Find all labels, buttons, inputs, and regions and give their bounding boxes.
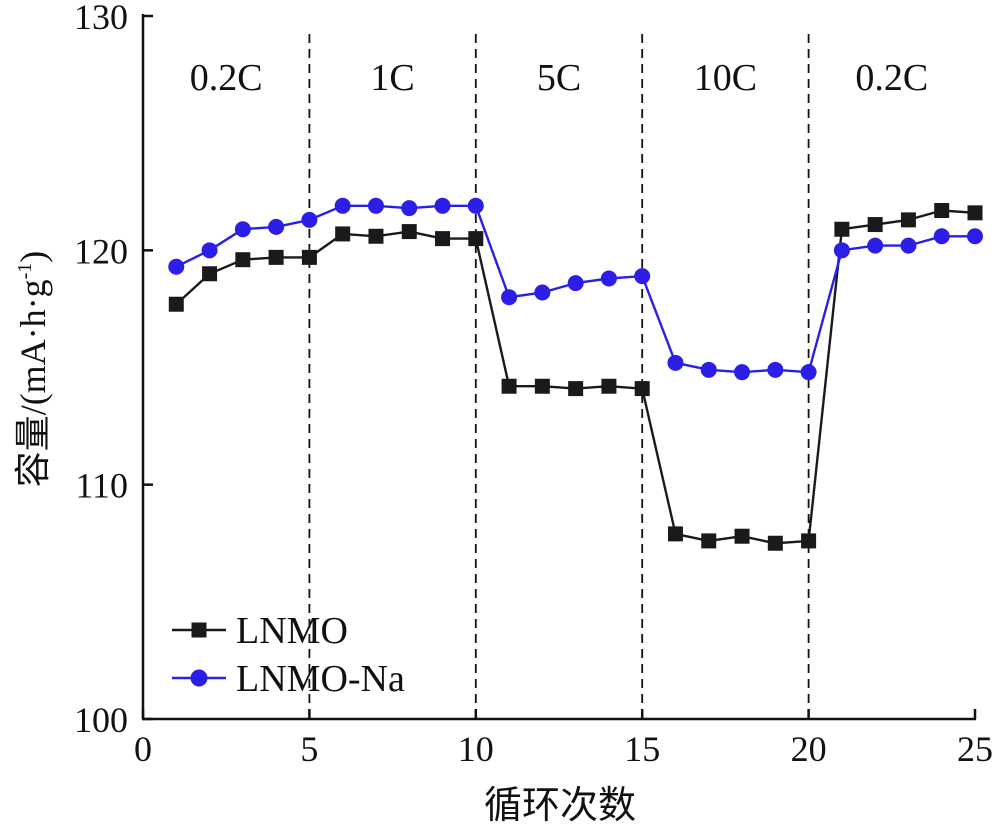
rate-label-1: 0.2C xyxy=(190,57,263,99)
data-point-lnmo-na xyxy=(268,218,285,235)
x-axis-label: 循环次数 xyxy=(484,785,636,827)
data-point-lnmo xyxy=(867,217,883,233)
data-point-lnmo-na xyxy=(301,211,318,228)
data-point-lnmo xyxy=(801,533,817,549)
data-point-lnmo-na xyxy=(534,284,551,301)
data-point-lnmo-na xyxy=(734,364,751,381)
legend: LNMO LNMO-Na xyxy=(172,610,405,700)
legend-marker xyxy=(190,669,208,687)
data-point-lnmo-na xyxy=(501,289,518,306)
data-point-lnmo xyxy=(667,526,683,542)
y-axis-label-main: 容量/(mA·h·g xyxy=(13,279,53,487)
data-point-lnmo xyxy=(601,378,617,394)
data-point-lnmo-na xyxy=(800,364,817,381)
series-lnmo-na xyxy=(168,197,983,381)
data-point-lnmo xyxy=(634,381,650,397)
rate-label-5: 0.2C xyxy=(855,57,928,99)
y-axis-label-sup: -1 xyxy=(14,263,36,280)
y-axis-label-close: ) xyxy=(13,251,53,263)
data-point-lnmo xyxy=(301,249,317,265)
data-point-lnmo xyxy=(734,528,750,544)
rate-label-3: 5C xyxy=(537,57,581,99)
series-layer xyxy=(168,197,983,551)
y-axis-label-group: 容量/(mA·h·g-1) xyxy=(13,251,53,488)
data-point-lnmo-na xyxy=(900,237,917,254)
data-point-lnmo xyxy=(368,228,384,244)
data-point-lnmo xyxy=(468,231,484,247)
data-point-lnmo xyxy=(435,231,451,247)
y-ticks: 100 110 120 130 xyxy=(74,0,153,740)
rate-region-labels: 0.2C 1C 5C 10C 0.2C xyxy=(190,57,928,99)
x-tick-label: 25 xyxy=(957,729,993,769)
data-point-lnmo xyxy=(767,535,783,551)
series-line-lnmo xyxy=(175,209,976,545)
data-point-lnmo-na xyxy=(234,221,251,238)
data-point-lnmo-na xyxy=(334,197,351,214)
data-point-lnmo-na xyxy=(933,228,950,245)
legend-item-lnmo-na: LNMO-Na xyxy=(172,658,405,700)
legend-label: LNMO xyxy=(236,610,348,652)
rate-label-4: 10C xyxy=(694,57,757,99)
data-point-lnmo-na xyxy=(567,275,584,292)
data-point-lnmo xyxy=(235,252,251,268)
data-point-lnmo xyxy=(335,226,351,242)
data-point-lnmo xyxy=(934,202,950,218)
data-point-lnmo xyxy=(834,221,850,237)
x-tick-label: 0 xyxy=(134,729,152,769)
x-ticks: 0 5 10 15 20 25 xyxy=(134,709,993,769)
legend-item-lnmo: LNMO xyxy=(172,610,348,652)
data-point-lnmo xyxy=(168,296,184,312)
data-point-lnmo-na xyxy=(467,197,484,214)
y-tick-label: 100 xyxy=(74,700,128,740)
data-point-lnmo-na xyxy=(867,237,884,254)
data-point-lnmo-na xyxy=(634,268,651,285)
data-point-lnmo-na xyxy=(600,270,617,287)
x-tick-label: 20 xyxy=(791,729,827,769)
data-point-lnmo-na xyxy=(833,242,850,259)
data-point-lnmo-na xyxy=(700,361,717,378)
data-point-lnmo xyxy=(401,224,417,240)
rate-label-2: 1C xyxy=(370,57,414,99)
data-point-lnmo-na xyxy=(201,242,218,259)
data-point-lnmo xyxy=(268,249,284,265)
series-lnmo xyxy=(168,202,983,551)
legend-label: LNMO-Na xyxy=(236,658,405,700)
data-point-lnmo xyxy=(568,381,584,397)
data-point-lnmo-na xyxy=(367,197,384,214)
data-point-lnmo xyxy=(202,266,218,282)
y-tick-label: 120 xyxy=(74,231,128,271)
data-point-lnmo-na xyxy=(667,354,684,371)
data-point-lnmo-na xyxy=(401,200,418,217)
data-point-lnmo-na xyxy=(767,361,784,378)
x-tick-label: 15 xyxy=(624,729,660,769)
data-point-lnmo-na xyxy=(168,258,185,275)
data-point-lnmo xyxy=(900,212,916,228)
x-tick-label: 10 xyxy=(458,729,494,769)
y-tick-label: 130 xyxy=(74,0,128,37)
data-point-lnmo xyxy=(534,378,550,394)
data-point-lnmo xyxy=(501,378,517,394)
rate-dividers xyxy=(308,34,810,719)
data-point-lnmo xyxy=(967,205,983,221)
axes xyxy=(141,14,976,721)
x-tick-label: 5 xyxy=(300,729,318,769)
y-axis-label: 容量/(mA·h·g-1) xyxy=(13,251,53,488)
data-point-lnmo-na xyxy=(434,197,451,214)
data-point-lnmo-na xyxy=(967,228,983,245)
legend-marker xyxy=(191,622,207,638)
data-point-lnmo xyxy=(701,533,717,549)
y-tick-label: 110 xyxy=(75,466,128,506)
